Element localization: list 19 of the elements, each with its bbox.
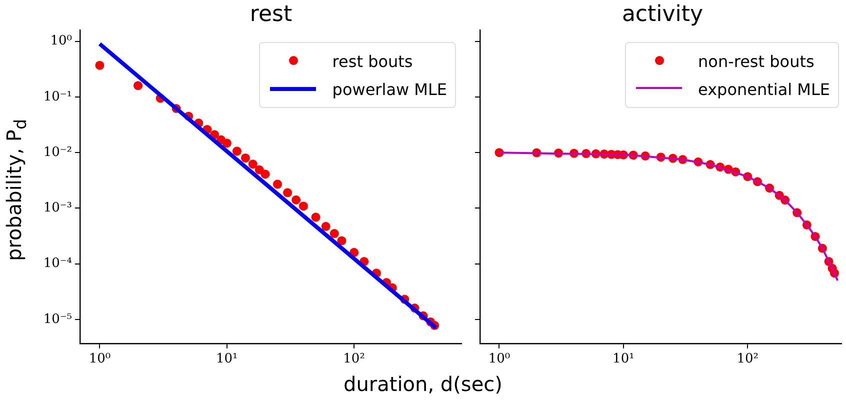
y-tick-label: 10⁰ <box>50 34 72 49</box>
x-tick-label: 10⁰ <box>488 352 510 367</box>
x-axis-title: duration, d(sec) <box>342 372 504 396</box>
y-tick-label: 10⁻⁵ <box>43 312 72 327</box>
x-tick-label: 10⁰ <box>88 352 111 367</box>
legend-label: rest bouts <box>332 52 413 70</box>
y-tick-label: 10⁻¹ <box>43 89 72 104</box>
legend-label: powerlaw MLE <box>332 80 447 98</box>
x-tick-label: 10¹ <box>216 352 238 367</box>
y-tick-label: 10⁻³ <box>43 200 72 216</box>
x-tick-label: 10² <box>343 352 365 367</box>
chart-title: activity <box>620 2 704 27</box>
legend-label: exponential MLE <box>698 80 830 98</box>
y-tick-label: 10⁻² <box>43 144 72 160</box>
x-tick-label: 10¹ <box>612 352 634 367</box>
x-tick-label: 10² <box>736 352 759 367</box>
y-tick-label: 10⁻⁴ <box>43 256 72 272</box>
legend-label: non-rest bouts <box>698 52 814 70</box>
chart-title: rest <box>248 2 294 27</box>
